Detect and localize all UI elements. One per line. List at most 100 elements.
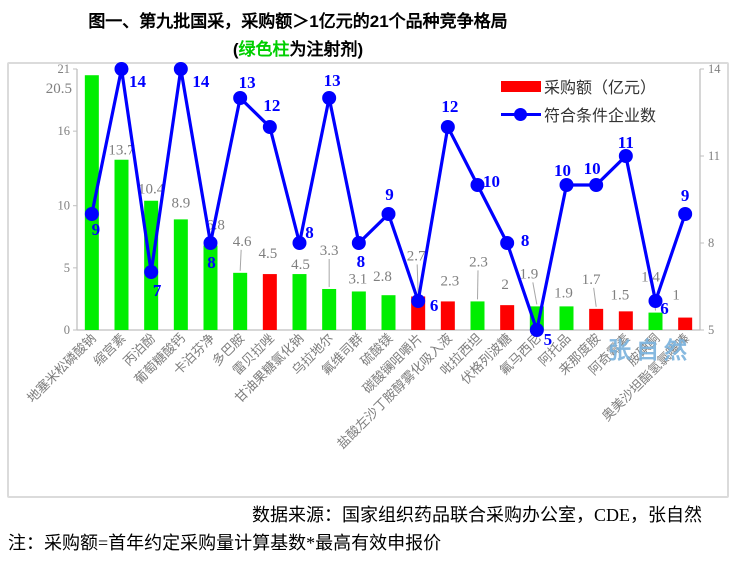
bar-value-label: 13.7	[108, 143, 135, 159]
bar-value-label: 2.3	[469, 254, 488, 270]
bar-label-callout-line	[416, 264, 419, 295]
chart-frame: 0 5 10 16 21 5 8 11 14 20.5 13.7 10.4 8.9 6.8 4.6 4.5 4.…	[7, 62, 729, 498]
bar	[292, 274, 307, 330]
line-marker	[500, 236, 515, 250]
line-marker	[381, 207, 396, 221]
bar-value-label: 1.7	[582, 272, 601, 288]
bar-label-callout-line	[593, 287, 597, 307]
blue-line-marker-swatch-icon	[501, 107, 541, 121]
line-marker	[440, 120, 455, 134]
enterprise-count-label: 8	[521, 231, 530, 250]
bar-value-label: 2.3	[440, 273, 459, 289]
bar	[351, 291, 366, 330]
line-marker	[589, 178, 604, 192]
bar	[381, 295, 396, 330]
bar	[233, 272, 248, 330]
line-marker	[470, 178, 485, 192]
source-line: 数据来源：国家组织药品联合采购办公室，CDE，张自然	[252, 505, 702, 525]
left-axis-tick-label: 21	[58, 62, 71, 76]
category-label: 地塞米松磷酸钠	[24, 331, 99, 406]
bar	[262, 274, 277, 330]
bar	[589, 308, 604, 330]
bar-value-label: 4.5	[291, 257, 310, 273]
right-axis-tick-label: 14	[708, 62, 721, 76]
legend-item-purchase-amount: 采购额（亿元）	[501, 72, 656, 100]
enterprise-count-label: 9	[681, 186, 690, 205]
enterprise-count-label: 8	[207, 253, 216, 272]
enterprise-count-label: 12	[441, 97, 458, 116]
enterprise-count-label: 13	[324, 71, 341, 90]
bar	[648, 312, 663, 330]
enterprise-count-label: 8	[357, 252, 366, 271]
line-marker	[678, 207, 693, 221]
bar	[559, 306, 574, 330]
enterprise-count-label: 6	[430, 296, 439, 315]
left-axis-tick-label: 16	[58, 124, 71, 138]
right-axis-tick-label: 5	[708, 323, 714, 337]
line-marker	[173, 62, 188, 76]
bar-value-label: 1	[672, 288, 680, 304]
left-axis-tick-label: 5	[64, 261, 70, 275]
enterprise-count-label: 14	[192, 72, 210, 91]
bar-label-callout-line	[239, 249, 242, 271]
enterprise-count-label: 10	[554, 161, 571, 180]
legend-bar-label: 采购额（亿元）	[544, 80, 657, 97]
legend-item-enterprise-count: 符合条件企业数	[501, 100, 656, 128]
category-label: 缩宫素	[90, 331, 128, 369]
enterprise-count-label: 5	[544, 330, 553, 349]
line-marker	[203, 236, 218, 250]
chart-subtitle: (绿色柱为注射剂)	[0, 35, 596, 60]
right-axis-tick-label: 8	[708, 236, 714, 250]
legend: 采购额（亿元） 符合条件企业数	[501, 72, 656, 128]
enterprise-count-label: 10	[584, 159, 601, 178]
bar	[470, 301, 485, 330]
bar-value-label: 4.5	[258, 246, 277, 262]
bar-value-label: 1.5	[610, 287, 629, 303]
enterprise-count-label: 7	[153, 281, 162, 300]
enterprise-count-label: 11	[618, 133, 634, 152]
bar-label-callout-line	[477, 270, 479, 300]
bar-value-label: 3.1	[348, 271, 367, 287]
line-marker	[144, 265, 159, 279]
line-marker	[114, 62, 129, 76]
subtitle-prefix: (	[232, 40, 239, 59]
bar	[440, 301, 455, 330]
enterprise-count-label: 12	[263, 96, 280, 115]
bar-value-label: 2	[501, 277, 509, 293]
line-marker	[84, 207, 99, 221]
bar-value-label: 10.4	[138, 182, 165, 198]
subtitle-green-text: 绿色柱	[238, 40, 290, 59]
enterprise-count-label: 8	[305, 223, 314, 242]
line-marker	[322, 91, 337, 105]
chart-title: 图一、第九批国采，采购额＞1亿元的21个品种竞争格局	[88, 12, 508, 31]
enterprise-count-label: 9	[385, 185, 394, 204]
line-marker	[292, 236, 307, 250]
bar	[618, 311, 633, 330]
combo-chart: 0510162158111420.513.710.48.96.84.64.54.…	[24, 62, 721, 451]
bar-value-label: 2.7	[407, 248, 426, 264]
bar-value-label: 2.8	[373, 269, 392, 285]
enterprise-count-label: 9	[92, 220, 101, 239]
bar	[114, 159, 129, 330]
enterprise-count-label: 14	[129, 72, 147, 91]
line-marker	[262, 120, 277, 134]
line-marker	[233, 91, 248, 105]
bar-label-callout-line	[532, 282, 538, 305]
line-marker	[559, 178, 574, 192]
note-line: 注：采购额=首年约定采购量计算基数*最高有效申报价	[8, 533, 442, 553]
legend-line-label: 符合条件企业数	[544, 108, 657, 125]
line-marker	[411, 294, 426, 308]
right-axis-tick-label: 11	[708, 149, 720, 163]
line-marker	[618, 149, 633, 163]
bar-value-label: 4.6	[233, 234, 252, 250]
enterprise-count-label: 6	[660, 299, 669, 318]
watermark: 张自然	[608, 338, 692, 363]
line-dot-icon	[514, 107, 527, 121]
line-marker	[529, 323, 544, 337]
bar	[173, 219, 188, 330]
enterprise-count-label: 13	[239, 73, 256, 92]
bar	[84, 75, 99, 330]
red-bar-swatch-icon	[501, 80, 541, 92]
bar	[678, 317, 693, 330]
